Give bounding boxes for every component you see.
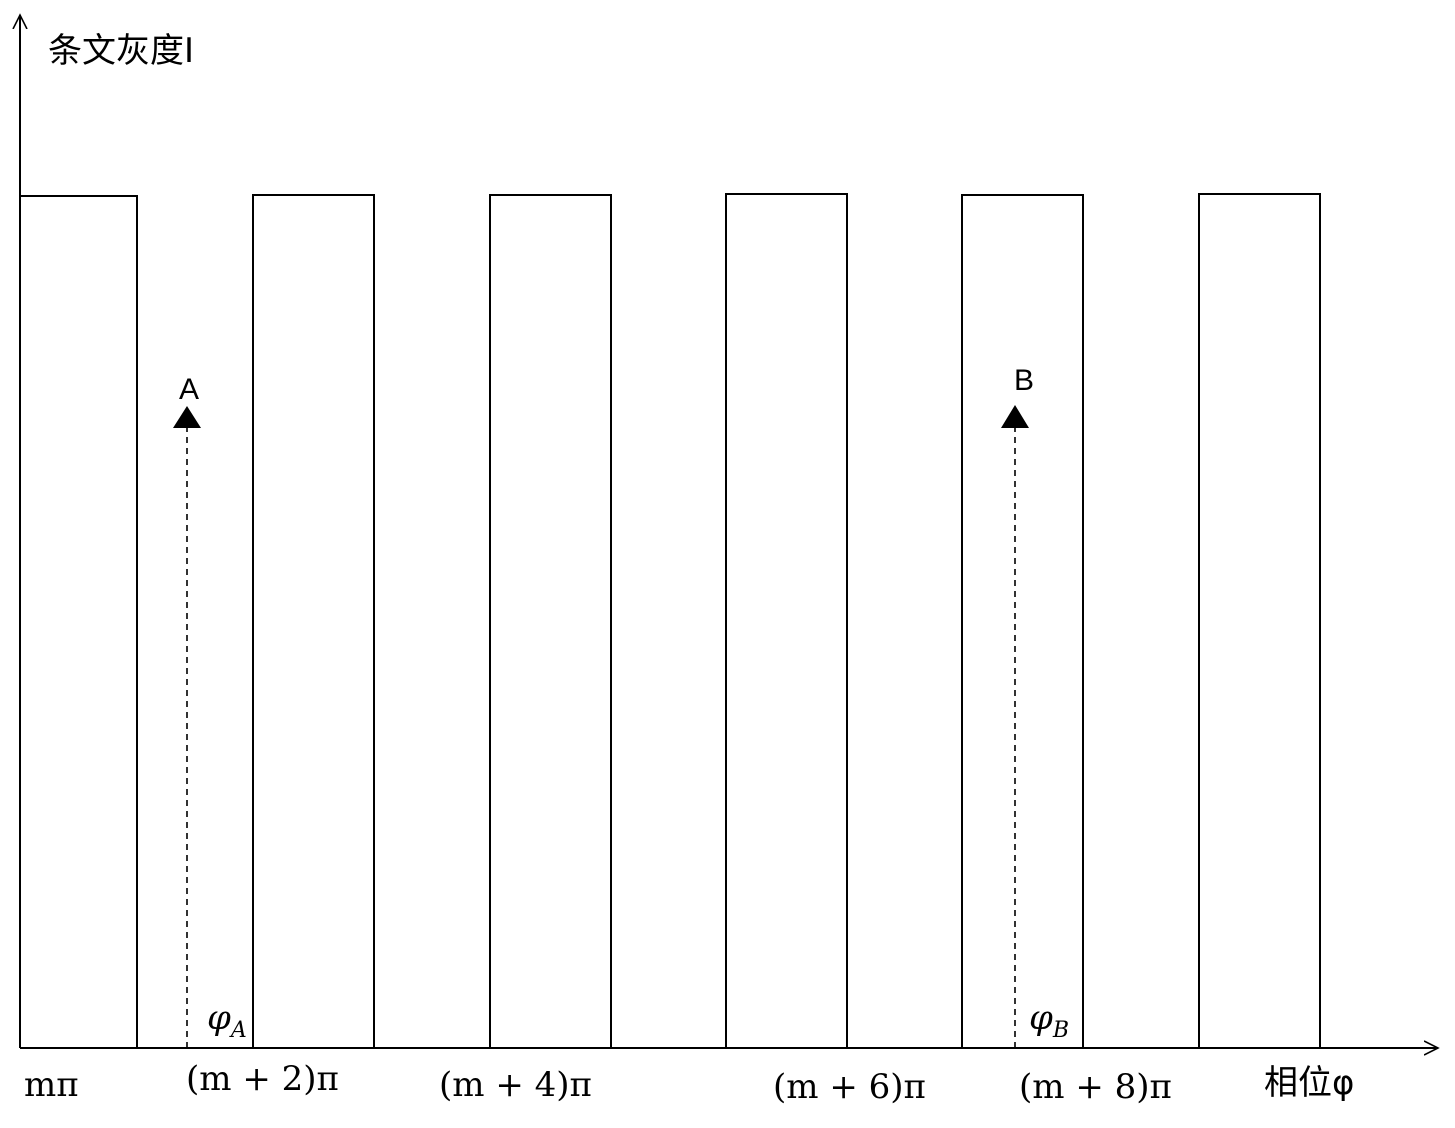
- tick-label-m-plus-4-pi: (m + 4)π: [439, 1065, 592, 1105]
- point-a-label: A: [179, 373, 200, 406]
- point-b-label: B: [1014, 364, 1035, 397]
- square-wave-fringe: [20, 193, 1321, 1048]
- tick-label-m-pi: mπ: [24, 1065, 79, 1105]
- y-axis-label: 条文灰度I: [48, 31, 195, 71]
- point-b-arrowhead: [1001, 405, 1029, 428]
- phase-a-label: φA: [207, 998, 247, 1043]
- tick-label-m-plus-2-pi: (m + 2)π: [186, 1059, 339, 1099]
- point-a-arrowhead: [173, 406, 201, 428]
- phase-b-label: φB: [1029, 998, 1069, 1043]
- tick-label-m-plus-6-pi: (m + 6)π: [773, 1067, 926, 1107]
- x-axis-label: 相位φ: [1264, 1063, 1355, 1103]
- tick-label-m-plus-8-pi: (m + 8)π: [1019, 1067, 1172, 1107]
